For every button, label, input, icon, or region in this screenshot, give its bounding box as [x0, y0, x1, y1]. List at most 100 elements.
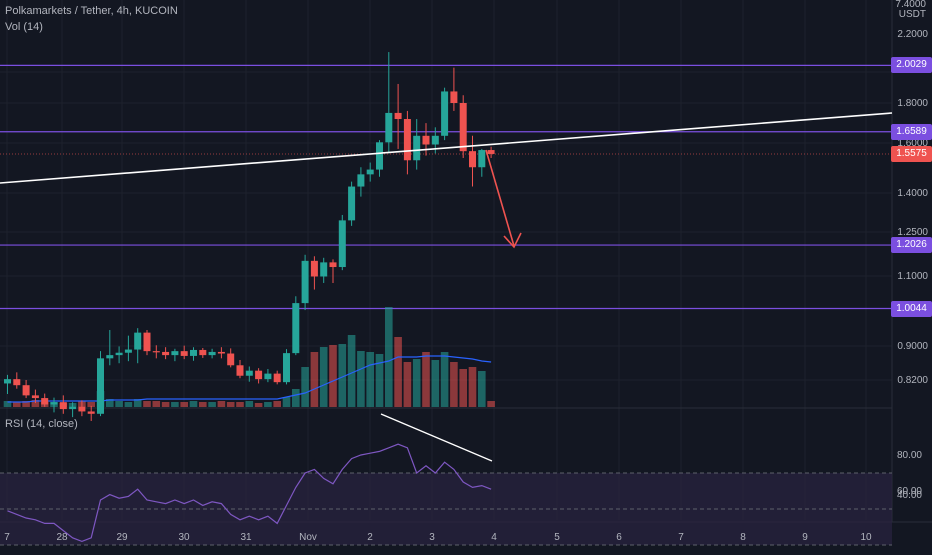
- rsi-label: RSI (14, close): [5, 418, 78, 430]
- volume-bar: [282, 397, 291, 407]
- volume-bar: [431, 360, 440, 407]
- time-axis-tick: 8: [740, 532, 746, 543]
- time-axis-tick: 30: [178, 532, 190, 543]
- volume-bar: [217, 401, 226, 407]
- volume-bar: [226, 402, 235, 407]
- candle-body: [478, 150, 486, 168]
- candle-body: [50, 402, 58, 405]
- candle-body: [422, 135, 430, 145]
- time-axis-tick: 28: [56, 532, 68, 543]
- volume-bar: [366, 352, 374, 407]
- rsi-axis-tick: 40.00: [897, 490, 922, 501]
- candle-body: [143, 332, 151, 352]
- volume-bar: [171, 402, 179, 407]
- volume-bar: [189, 401, 198, 407]
- trendline: [0, 112, 893, 184]
- volume-bar: [357, 351, 365, 407]
- volume-bar: [375, 354, 384, 407]
- candle-body: [87, 411, 95, 414]
- volume-bar: [106, 399, 114, 407]
- volume-bar: [440, 352, 449, 407]
- currency-code: USDT: [898, 9, 926, 20]
- candle-body: [487, 150, 495, 154]
- candle-body: [227, 353, 235, 366]
- volume-bar: [152, 401, 161, 407]
- candle-body: [310, 260, 318, 277]
- price-axis-tick: 1.2500: [897, 227, 928, 238]
- volume-bar: [450, 362, 458, 407]
- candle-body: [357, 174, 365, 187]
- time-axis-tick: 7: [678, 532, 684, 543]
- candle-body: [413, 135, 421, 161]
- candle-body: [171, 351, 179, 356]
- candle-body: [208, 351, 216, 356]
- volume-bar: [338, 344, 347, 407]
- candle-body: [385, 112, 393, 143]
- candle-body: [301, 260, 309, 304]
- currency-top-tick: 7.4000: [895, 0, 926, 10]
- price-level-tag: 1.2026: [891, 237, 932, 254]
- rsi-divergence-line: [380, 413, 493, 462]
- candle-body: [403, 119, 411, 161]
- candle-body: [59, 402, 67, 410]
- time-axis-tick: Nov: [299, 532, 317, 543]
- candle-body: [4, 379, 11, 384]
- volume-label: Vol (14): [5, 21, 43, 33]
- volume-bar: [115, 401, 123, 407]
- candle-body: [459, 103, 467, 152]
- volume-bar: [236, 402, 244, 407]
- price-axis-tick: 1.8000: [897, 98, 928, 109]
- candle-body: [366, 169, 374, 175]
- candle-body: [31, 395, 39, 399]
- volume-bar: [124, 402, 133, 407]
- time-axis-tick: 29: [116, 532, 128, 543]
- candle-body: [22, 385, 30, 396]
- volume-bar: [422, 352, 430, 407]
- volume-bar: [319, 347, 328, 407]
- volume-bar: [403, 362, 412, 407]
- candle-body: [292, 303, 300, 354]
- volume-bar: [478, 371, 486, 407]
- time-axis-tick: 31: [240, 532, 252, 543]
- candle-body: [199, 349, 207, 356]
- candle-body: [69, 406, 77, 410]
- candle-body: [469, 151, 476, 168]
- candle-body: [348, 186, 356, 221]
- volume-bar: [13, 402, 21, 407]
- volume-bar: [22, 401, 30, 407]
- price-axis-tick: 1.4000: [897, 188, 928, 199]
- volume-bar: [487, 401, 495, 407]
- volume-bar: [161, 402, 170, 407]
- last-price-tag: 1.5575: [891, 145, 932, 162]
- volume-bar: [199, 402, 207, 407]
- candle-body: [106, 355, 114, 359]
- time-axis-tick: 4: [491, 532, 497, 543]
- volume-bar: [87, 402, 95, 407]
- volume-bar: [459, 369, 467, 407]
- candle-body: [320, 262, 328, 277]
- candle-body: [190, 349, 197, 356]
- volume-bar: [292, 389, 300, 407]
- volume-bar: [133, 399, 142, 407]
- time-axis-tick: 9: [802, 532, 808, 543]
- price-level-tag: 2.0029: [891, 57, 932, 74]
- candle-body: [255, 370, 263, 380]
- price-axis-tick: 1.1000: [897, 271, 928, 282]
- candle-body: [217, 351, 225, 354]
- currency-label: 7.4000 USDT: [895, 0, 926, 20]
- volume-bar: [301, 367, 309, 407]
- candle-body: [97, 358, 104, 414]
- projection-arrow-shaft: [485, 149, 515, 247]
- volume-bar: [412, 359, 421, 407]
- volume-bar: [180, 402, 188, 407]
- candle-body: [162, 351, 170, 356]
- rsi-axis-tick: 60.00: [897, 486, 922, 497]
- candle-body: [134, 332, 142, 350]
- time-axis-tick: 3: [429, 532, 435, 543]
- volume-bar: [208, 402, 216, 407]
- candle-body: [115, 352, 123, 356]
- volume-bar: [347, 335, 356, 407]
- volume-ma-line: [7, 355, 492, 403]
- time-axis-tick: 2: [367, 532, 373, 543]
